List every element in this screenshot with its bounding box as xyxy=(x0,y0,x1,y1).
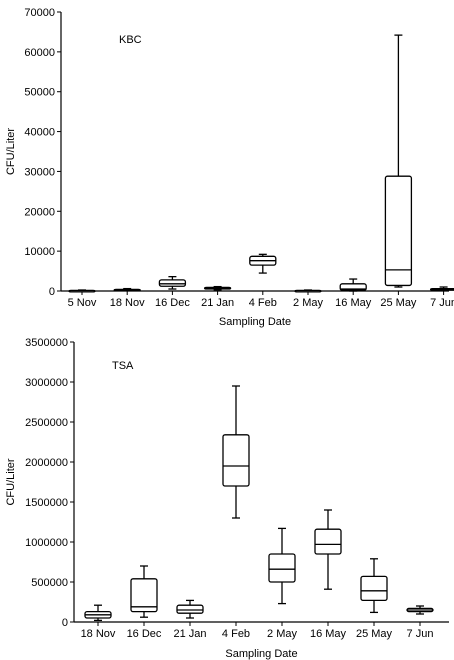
x-axis-title: Sampling Date xyxy=(225,648,297,660)
x-tick-label: 4 Feb xyxy=(249,297,277,309)
y-tick-label: 3500000 xyxy=(25,337,68,349)
box-iqr xyxy=(268,553,296,583)
box-iqr xyxy=(176,604,204,614)
box-iqr xyxy=(360,575,388,602)
y-tick-label: 500000 xyxy=(31,577,68,589)
box-plot xyxy=(360,558,388,614)
box-iqr xyxy=(384,175,413,287)
panel-label: TSA xyxy=(112,360,134,372)
box-plot xyxy=(158,276,187,290)
y-axis-title: CFU/Liter xyxy=(5,458,17,505)
x-tick-label: 5 Nov xyxy=(68,297,97,309)
x-tick-label: 21 Jan xyxy=(201,297,234,309)
box-plot xyxy=(429,286,454,292)
box-plot xyxy=(203,285,232,291)
y-tick-label: 10000 xyxy=(24,246,55,258)
x-tick-label: 7 Jun xyxy=(407,628,434,640)
box-iqr xyxy=(158,279,187,287)
box-plot xyxy=(339,278,367,292)
y-tick-label: 40000 xyxy=(24,127,55,139)
box-plot xyxy=(384,34,413,288)
x-tick-label: 25 May xyxy=(380,297,417,309)
panel-label: KBC xyxy=(119,34,142,46)
box-plot xyxy=(68,289,96,293)
y-tick-label: 0 xyxy=(49,286,55,298)
x-axis-title: Sampling Date xyxy=(219,316,291,328)
y-tick-label: 30000 xyxy=(24,166,55,178)
box-plot xyxy=(84,604,112,622)
box-plot xyxy=(406,605,434,615)
box-plot xyxy=(249,253,277,274)
x-tick-label: 2 May xyxy=(267,628,297,640)
box-iqr xyxy=(314,528,342,555)
box-iqr xyxy=(130,578,158,613)
y-tick-label: 60000 xyxy=(24,47,55,59)
x-tick-label: 18 Nov xyxy=(81,628,116,640)
x-tick-label: 16 May xyxy=(310,628,347,640)
chart-kbc: 0 10000 20000 30000 40000 50000 60000 70000 5 No… xyxy=(5,7,454,328)
y-tick-label: 50000 xyxy=(24,87,55,99)
box-plot xyxy=(130,565,158,618)
y-tick-label: 1000000 xyxy=(25,537,68,549)
box-plot xyxy=(314,509,342,590)
x-tick-label: 16 Dec xyxy=(155,297,190,309)
x-tick-label: 7 Jun xyxy=(430,297,454,309)
y-tick-label: 2000000 xyxy=(25,457,68,469)
y-tick-label: 2500000 xyxy=(25,417,68,429)
y-axis-title: CFU/Liter xyxy=(5,128,17,175)
y-tick-label: 3000000 xyxy=(25,377,68,389)
chart-tsa: 0 500000 1000000 1500000 2000000 2500000 30000… xyxy=(5,337,449,660)
box-plot xyxy=(176,599,204,619)
y-tick-label: 70000 xyxy=(24,7,55,19)
y-tick-label: 0 xyxy=(62,617,68,629)
x-tick-label: 2 May xyxy=(293,297,323,309)
x-tick-label: 16 Dec xyxy=(127,628,162,640)
x-tick-label: 18 Nov xyxy=(110,297,145,309)
x-tick-label: 25 May xyxy=(356,628,393,640)
box-plot xyxy=(268,527,296,605)
x-tick-label: 4 Feb xyxy=(222,628,250,640)
box-plot xyxy=(294,289,322,293)
box-iqr xyxy=(222,434,250,487)
x-tick-label: 21 Jan xyxy=(173,628,206,640)
x-tick-label: 16 May xyxy=(335,297,372,309)
y-tick-label: 1500000 xyxy=(25,497,68,509)
y-tick-label: 20000 xyxy=(24,206,55,218)
box-plot xyxy=(222,385,250,519)
box-plot xyxy=(113,287,141,292)
